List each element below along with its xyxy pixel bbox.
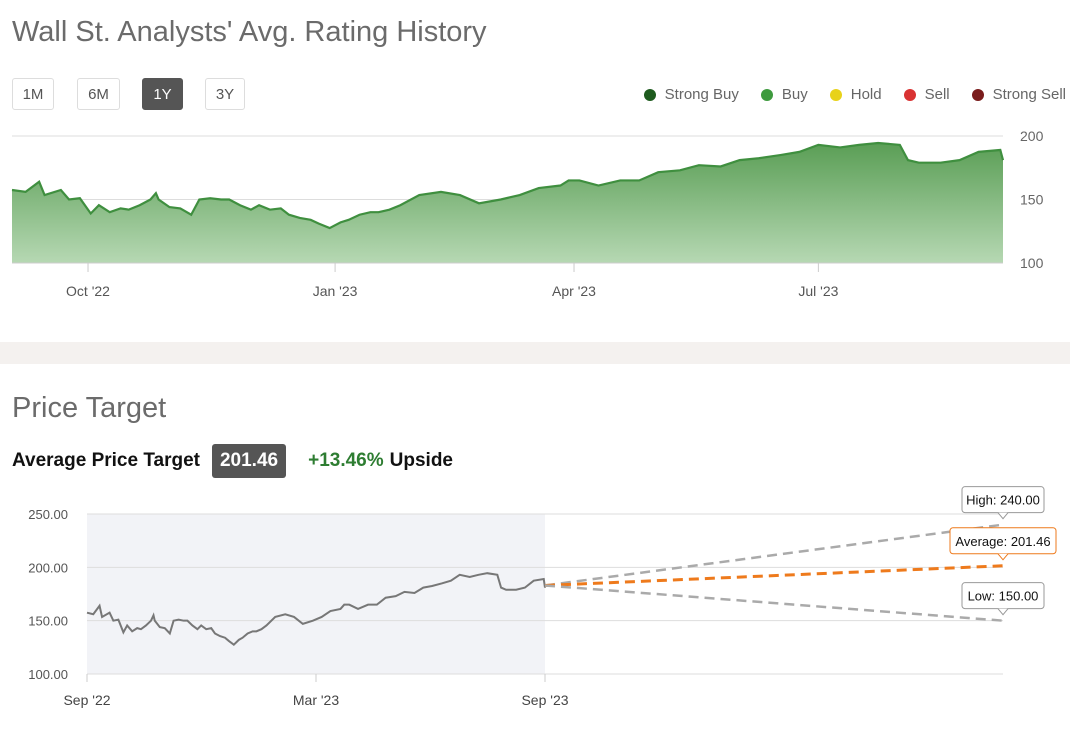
x-tick-label: Oct '22 <box>66 283 110 299</box>
legend-sell[interactable]: Sell <box>903 86 950 103</box>
callout-pointer-icon <box>997 608 1009 616</box>
y-tick-label: 100 <box>1020 255 1044 271</box>
upside-percent: +13.46% <box>308 450 384 471</box>
y-tick-label: 100.00 <box>28 667 68 682</box>
rating-history-chart[interactable]: 100 150 200 Oct '22 Jan '23 Apr '23 Jul '23 <box>11 128 1044 299</box>
legend-label: Buy <box>781 86 808 103</box>
legend-label: Sell <box>924 86 950 103</box>
range-button-1m[interactable]: 1M <box>12 78 54 110</box>
target-label-average: Average: 201.46 <box>955 534 1050 549</box>
target-line-low <box>544 584 1004 622</box>
callout-pointer-icon <box>997 512 1009 520</box>
y-tick-label: 200.00 <box>28 560 68 575</box>
rating-area <box>12 142 1003 263</box>
y-tick-label: 250.00 <box>28 507 68 522</box>
y-tick-label: 150.00 <box>28 614 68 629</box>
section-divider <box>0 342 1070 364</box>
rating-history-title: Wall St. Analysts' Avg. Rating History <box>12 16 487 48</box>
price-target-chart[interactable]: 100.00 150.00 200.00 250.00 Sep '22 Mar '23 Se… <box>28 486 1057 708</box>
x-tick-label: Jul '23 <box>798 283 838 299</box>
legend-dot-icon <box>643 88 656 101</box>
y-tick-label: 200 <box>1020 128 1044 144</box>
legend-strong-buy[interactable]: Strong Buy <box>643 86 739 103</box>
x-tick-label: Mar '23 <box>293 692 339 708</box>
legend-buy[interactable]: Buy <box>760 86 808 103</box>
legend-dot-icon <box>829 88 842 101</box>
target-label-box-high <box>961 486 1045 514</box>
target-label-low: Low: 150.00 <box>968 589 1039 604</box>
legend-hold[interactable]: Hold <box>829 86 882 103</box>
legend-dot-icon <box>903 88 916 101</box>
rating-legend: Strong Buy Buy Hold Sell Strong Sell <box>643 86 1066 103</box>
target-label-high: High: 240.00 <box>966 493 1040 508</box>
legend-dot-icon <box>760 88 773 101</box>
x-tick-label: Jan '23 <box>313 283 358 299</box>
legend-label: Strong Buy <box>664 86 739 103</box>
legend-strong-sell[interactable]: Strong Sell <box>971 86 1066 103</box>
legend-label: Hold <box>850 86 882 103</box>
price-target-title: Price Target <box>12 392 167 424</box>
average-price-target-badge: 201.46 <box>211 444 287 478</box>
upside-label: Upside <box>389 450 454 471</box>
legend-label: Strong Sell <box>992 86 1066 103</box>
target-line-average <box>544 564 1004 587</box>
target-line-high <box>544 523 1004 587</box>
x-tick-label: Sep '23 <box>521 692 568 708</box>
average-price-target-label: Average Price Target <box>12 450 200 471</box>
x-tick-label: Apr '23 <box>552 283 596 299</box>
rating-line <box>11 141 1005 230</box>
price-history-line <box>86 572 546 646</box>
y-tick-label: 150 <box>1020 192 1044 208</box>
legend-dot-icon <box>971 88 984 101</box>
range-button-1y[interactable]: 1Y <box>142 78 183 110</box>
callout-pointer-icon <box>997 553 1009 561</box>
history-region <box>87 514 545 674</box>
range-button-3y[interactable]: 3Y <box>205 78 245 110</box>
range-button-6m[interactable]: 6M <box>77 78 120 110</box>
x-tick-label: Sep '22 <box>63 692 110 708</box>
average-price-target-row: Average Price Target 201.46 +13.46% Upsi… <box>12 444 453 478</box>
